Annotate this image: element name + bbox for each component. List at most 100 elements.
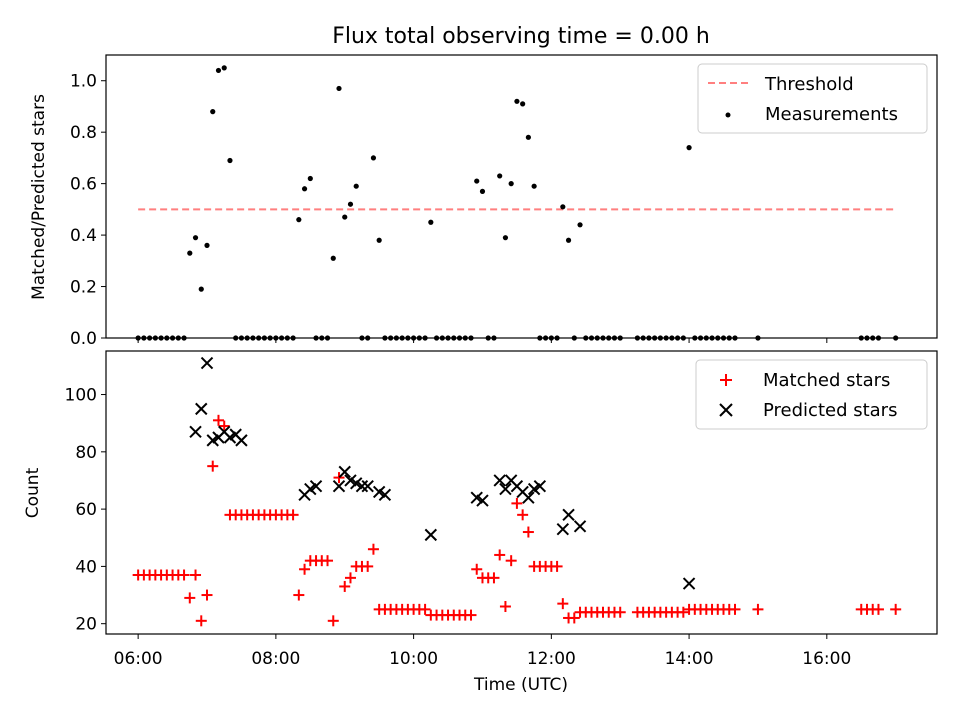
predicted-star-point xyxy=(195,402,208,416)
measurements-legend-swatch xyxy=(725,112,731,118)
measurement-point xyxy=(204,242,210,248)
measurement-point xyxy=(210,109,216,115)
matched-star-point xyxy=(511,497,523,509)
matched-star-point xyxy=(362,560,374,572)
matched-star-point xyxy=(344,572,356,584)
predicted-star-point xyxy=(189,425,202,438)
measurement-point xyxy=(296,217,302,223)
predicted-star-point xyxy=(424,528,438,542)
bottom-y-tick-label: 40 xyxy=(75,557,97,577)
x-tick-label: 16:00 xyxy=(802,649,851,669)
measurement-point xyxy=(376,237,382,243)
measurement-point xyxy=(686,145,692,151)
matched-star-point xyxy=(568,612,580,624)
measurement-point xyxy=(192,235,199,241)
matched-star-point xyxy=(614,606,626,618)
matched-star-point xyxy=(218,420,230,432)
predicted-star-point xyxy=(309,479,323,493)
matched-star-point xyxy=(890,603,902,615)
bottom-legend-box xyxy=(695,359,928,430)
predicted-star-point xyxy=(361,479,374,493)
measurement-point xyxy=(502,235,509,241)
matched-star-point xyxy=(293,589,305,601)
top-axes-frame xyxy=(105,54,938,339)
matched-star-point xyxy=(299,563,311,575)
predicted-star-point xyxy=(332,479,346,493)
x-axis-label: Time (UTC) xyxy=(473,675,568,695)
matched-star-point xyxy=(207,460,219,472)
matched-star-point xyxy=(729,603,741,615)
top-y-tick-label: 1.0 xyxy=(70,72,97,92)
top-y-ticks: 0.0 0.2 0.4 0.6 0.8 1.0 xyxy=(70,72,106,349)
measurement-point xyxy=(336,85,342,92)
x-tick-label: 08:00 xyxy=(251,649,300,669)
predicted-star-point xyxy=(562,508,575,522)
measurement-point xyxy=(187,250,193,256)
chart-title: Flux total observing time = 0.00 h xyxy=(332,24,710,49)
x-tick-label: 14:00 xyxy=(665,649,714,669)
measurement-point xyxy=(307,175,313,182)
bottom-y-tick-label: 80 xyxy=(75,443,97,463)
top-legend: Threshold Measurements xyxy=(697,63,928,134)
matched-star-point xyxy=(367,543,379,555)
predicted-legend-label: Predicted stars xyxy=(763,400,897,421)
top-y-tick-label: 0.6 xyxy=(70,175,97,195)
matched-star-point xyxy=(322,555,334,567)
matched-star-point xyxy=(517,509,529,521)
measurement-point xyxy=(479,188,486,194)
top-y-tick-label: 0.2 xyxy=(70,278,97,298)
matched-star-point xyxy=(872,603,884,615)
matched-legend-label: Matched stars xyxy=(763,370,890,391)
measurement-point xyxy=(370,155,377,161)
matched-star-point xyxy=(195,615,207,627)
matched-star-point xyxy=(419,603,431,615)
measurement-point xyxy=(221,65,227,71)
x-tick-label: 06:00 xyxy=(114,649,163,669)
matched-star-point xyxy=(551,560,563,572)
predicted-star-point xyxy=(355,479,369,493)
threshold-legend-label: Threshold xyxy=(764,74,854,95)
measurements-legend-label: Measurements xyxy=(765,104,898,125)
matched-star-point xyxy=(752,603,764,615)
matched-star-point xyxy=(488,572,500,584)
measurement-point xyxy=(514,98,520,104)
predicted-star-point xyxy=(682,577,696,590)
matched-star-point xyxy=(499,601,511,613)
predicted-star-point xyxy=(499,482,512,496)
measurement-point xyxy=(565,237,572,243)
matched-star-point xyxy=(287,509,299,521)
measurement-point xyxy=(215,67,222,74)
top-y-tick-label: 0.0 xyxy=(70,329,97,349)
measurement-point xyxy=(198,286,204,292)
measurement-point xyxy=(428,219,434,225)
predicted-star-point xyxy=(573,520,587,533)
top-panel: Matched/Predicted stars 0.0 0.2 0.4 0.6 0.8 1… xyxy=(29,54,938,349)
predicted-star-point xyxy=(235,434,248,447)
bottom-y-tick-label: 60 xyxy=(75,500,97,520)
matched-legend-swatch xyxy=(720,374,732,386)
top-legend-box xyxy=(697,63,928,134)
measurement-point xyxy=(330,255,336,261)
measurement-point xyxy=(474,178,480,184)
measurement-point xyxy=(342,214,348,220)
measurement-point xyxy=(520,101,526,107)
top-plot-area xyxy=(135,65,899,341)
x-tick-label: 10:00 xyxy=(389,649,438,669)
matched-star-point xyxy=(339,580,351,592)
predicted-legend-swatch xyxy=(719,403,733,417)
predicted-star-point xyxy=(493,474,506,487)
predicted-star-point xyxy=(378,488,392,501)
predicted-star-point xyxy=(200,356,214,370)
bottom-panel: Count 20 40 60 80 100 06:00 08:00 10:00 12:00 14… xyxy=(23,350,938,695)
measurement-point xyxy=(301,186,308,192)
x-tick-label: 12:00 xyxy=(527,649,576,669)
matched-star-point xyxy=(201,589,213,601)
matched-star-point xyxy=(471,563,483,575)
top-y-tick-label: 0.8 xyxy=(70,123,97,143)
matched-star-point xyxy=(522,526,534,538)
matched-star-point xyxy=(677,606,689,618)
measurement-point xyxy=(347,201,354,207)
matched-star-point xyxy=(505,555,517,567)
predicted-star-point xyxy=(522,491,535,504)
